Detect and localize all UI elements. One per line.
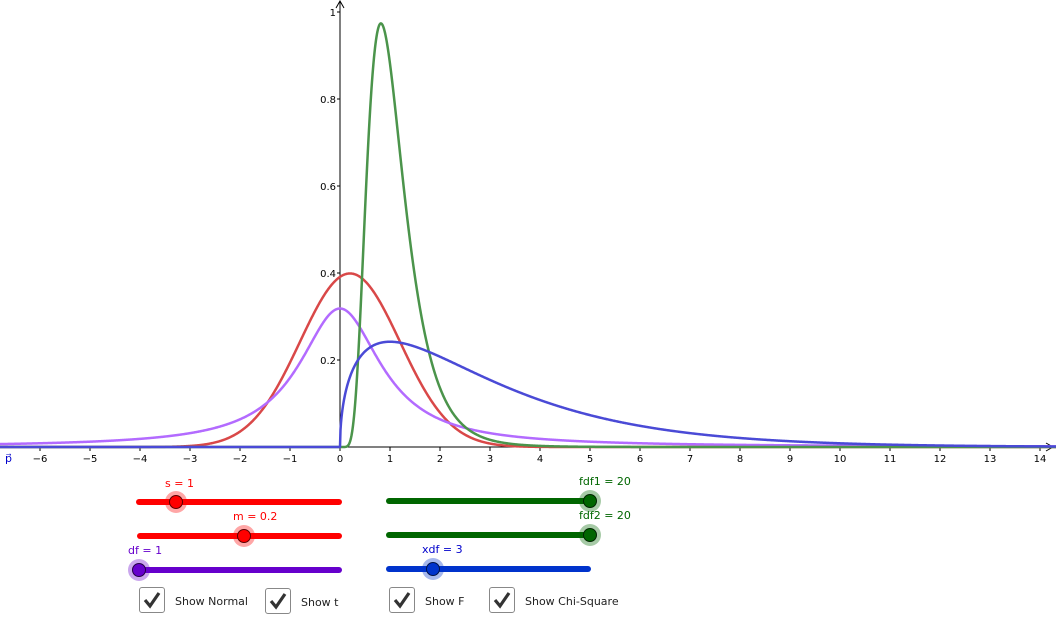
slider-fdf1-label: fdf1 = 20	[579, 475, 631, 488]
x-tick-label: 13	[984, 454, 997, 465]
x-tick-label: −5	[83, 454, 98, 465]
x-tick-label: −1	[283, 454, 298, 465]
slider-fdf2-track[interactable]	[386, 532, 591, 538]
x-tick-label: 2	[437, 454, 443, 465]
slider-xdf-track[interactable]	[386, 566, 591, 572]
x-tick-label: 8	[737, 454, 743, 465]
x-tick-label: 9	[787, 454, 793, 465]
checkmark-icon	[143, 592, 161, 609]
x-tick-label: 6	[637, 454, 643, 465]
checkmark-icon	[493, 592, 511, 609]
y-tick-label: 0.2	[320, 356, 336, 367]
slider-xdf-handle[interactable]	[422, 558, 444, 580]
student-t-curve	[0, 307, 1056, 448]
show-normal-checkbox[interactable]	[139, 587, 165, 613]
show-t-checkbox[interactable]	[265, 588, 291, 614]
y-axis-arrow	[335, 0, 345, 9]
slider-m-label: m = 0.2	[233, 510, 278, 523]
show-chi-square-label: Show Chi-Square	[525, 595, 619, 608]
x-tick-label: 1	[387, 454, 393, 465]
x-tick-label: 3	[487, 454, 493, 465]
show-f-label: Show F	[425, 595, 465, 608]
x-tick-label: 5	[587, 454, 593, 465]
x-tick-label: −6	[33, 454, 48, 465]
x-tick-label: 12	[934, 454, 947, 465]
y-tick-label: 0.8	[320, 95, 336, 106]
y-tick-label: 0.4	[320, 269, 336, 280]
normal-curve	[0, 272, 1056, 449]
curves	[0, 22, 1056, 449]
y-tick-label: 1	[330, 8, 336, 19]
slider-fdf2-handle[interactable]	[579, 524, 601, 546]
x-tick-label: −4	[133, 454, 148, 465]
slider-s-handle[interactable]	[165, 491, 187, 513]
show-normal-label: Show Normal	[175, 595, 248, 608]
slider-m-handle[interactable]	[233, 525, 255, 547]
x-tick-label: 4	[537, 454, 543, 465]
slider-fdf1-track[interactable]	[386, 498, 591, 504]
x-tick-label: 10	[834, 454, 847, 465]
show-chi-square-checkbox[interactable]	[489, 587, 515, 613]
slider-df-handle[interactable]	[128, 559, 150, 581]
checkmark-icon	[269, 593, 287, 610]
slider-s-label: s = 1	[165, 477, 194, 490]
show-f-checkbox[interactable]	[389, 587, 415, 613]
x-tick-label: 0	[337, 454, 343, 465]
slider-df-label: df = 1	[128, 544, 163, 557]
x-tick-label: 14	[1034, 454, 1047, 465]
slider-df-track[interactable]	[137, 567, 342, 573]
chi-square-curve	[0, 340, 1056, 449]
x-tick-label: 11	[884, 454, 897, 465]
checkmark-icon	[393, 592, 411, 609]
slider-fdf2-label: fdf2 = 20	[579, 509, 631, 522]
slider-s-track[interactable]	[136, 499, 342, 505]
slider-xdf-label: xdf = 3	[422, 543, 463, 556]
x-axis-label: p⃗	[5, 452, 12, 465]
x-tick-label: 7	[687, 454, 693, 465]
x-tick-label: −2	[233, 454, 248, 465]
slider-fdf1-handle[interactable]	[579, 490, 601, 512]
x-tick-label: −3	[183, 454, 198, 465]
F-curve	[0, 22, 1056, 449]
show-t-label: Show t	[301, 596, 339, 609]
y-tick-label: 0.6	[320, 182, 336, 193]
